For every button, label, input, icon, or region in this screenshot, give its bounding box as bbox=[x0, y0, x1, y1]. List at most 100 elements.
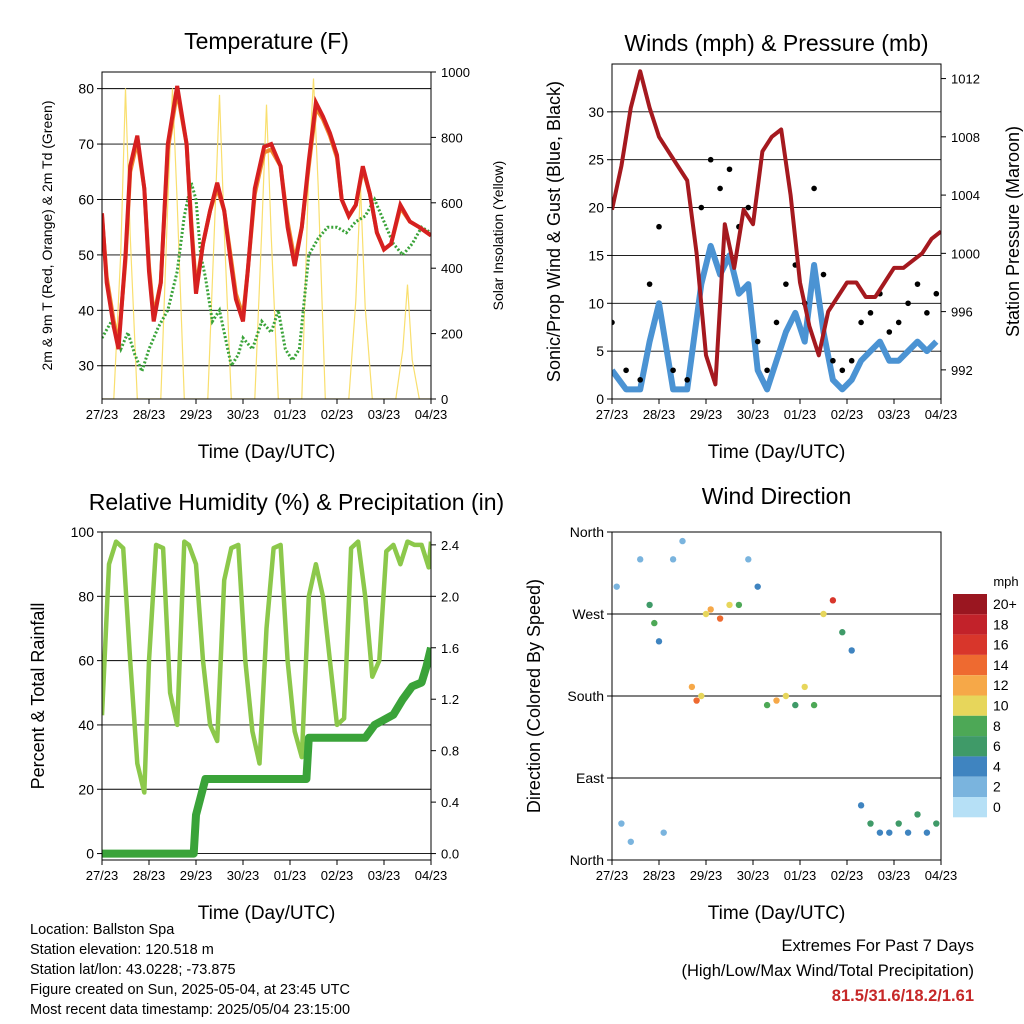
direction-point bbox=[627, 838, 634, 845]
y2-tick-label: 2.4 bbox=[441, 538, 459, 553]
y-tick-label: 80 bbox=[78, 588, 94, 604]
direction-point bbox=[660, 829, 667, 836]
colorbar-label: 20+ bbox=[993, 596, 1017, 612]
x-tick-label: 28/23 bbox=[643, 868, 676, 883]
x-tick-label: 28/23 bbox=[133, 868, 166, 883]
direction-point bbox=[773, 697, 780, 704]
direction-point bbox=[688, 683, 696, 691]
y-axis-label: Direction (Colored By Speed) bbox=[524, 579, 544, 813]
colorbar-label: 2 bbox=[993, 779, 1001, 795]
plot-area-wind bbox=[612, 69, 941, 393]
x-tick-label: 04/23 bbox=[925, 407, 958, 422]
station-info: Location: Ballston Spa Station elevation… bbox=[30, 920, 350, 1020]
y-tick-label: 30 bbox=[588, 104, 604, 120]
colorbar-label: 16 bbox=[993, 637, 1009, 653]
x-axis-label: Time (Day/UTC) bbox=[198, 903, 336, 924]
y2-tick-label: 1000 bbox=[441, 65, 470, 80]
x-tick-label: 30/23 bbox=[227, 868, 260, 883]
panel-wind: 0 5 10 15 20 25 30 992 996 1000 1004 1008 1012 27/23 2… bbox=[544, 30, 1023, 463]
direction-point bbox=[914, 811, 921, 818]
x-tick-label: 02/23 bbox=[831, 868, 864, 883]
y2-tick-label: 1008 bbox=[951, 130, 980, 145]
plot-frame bbox=[101, 71, 432, 400]
series-rh bbox=[102, 539, 431, 795]
y-tick-label: 30 bbox=[78, 358, 94, 374]
y2-tick-label: 996 bbox=[951, 305, 973, 320]
direction-point bbox=[839, 629, 846, 636]
colorbar-label: 10 bbox=[993, 698, 1009, 714]
y-tick-label: 10 bbox=[588, 295, 604, 311]
x-tick-label: 04/23 bbox=[925, 868, 958, 883]
x-tick-label: 29/23 bbox=[180, 407, 213, 422]
gust-point bbox=[612, 319, 615, 326]
direction-point bbox=[735, 601, 743, 609]
y2-tick-label: 600 bbox=[441, 196, 463, 211]
colorbar-swatch bbox=[953, 776, 987, 797]
direction-point bbox=[693, 697, 700, 704]
x-tick-label: 01/23 bbox=[784, 868, 817, 883]
x-tick-label: 03/23 bbox=[368, 868, 401, 883]
direction-point bbox=[886, 829, 893, 836]
x-axis-label: Time (Day/UTC) bbox=[708, 903, 846, 924]
gust-point bbox=[745, 204, 752, 211]
y2-tick-label: 0.8 bbox=[441, 744, 459, 759]
gust-point bbox=[783, 281, 789, 287]
series-wind bbox=[612, 242, 939, 393]
colorbar-swatch bbox=[953, 594, 987, 615]
x-tick-label: 30/23 bbox=[227, 407, 260, 422]
chart-title: Temperature (F) bbox=[184, 28, 349, 54]
x-axis-label: Time (Day/UTC) bbox=[198, 442, 336, 463]
y-axis-label: 2m & 9m T (Red, Orange) & 2m Td (Green) bbox=[39, 101, 55, 371]
direction-point bbox=[745, 556, 752, 563]
gust-point bbox=[933, 290, 940, 297]
colorbar-swatch bbox=[953, 797, 987, 818]
y-tick-label: West bbox=[572, 606, 604, 622]
direction-point bbox=[848, 647, 855, 654]
direction-point bbox=[923, 829, 931, 836]
x-tick-label: 04/23 bbox=[415, 868, 448, 883]
y-axis-label: Percent & Total Rainfall bbox=[28, 603, 48, 790]
series-solar bbox=[102, 78, 431, 399]
direction-point bbox=[702, 610, 710, 618]
gust-point bbox=[773, 319, 780, 326]
x-tick-label: 27/23 bbox=[86, 407, 119, 422]
direction-point bbox=[820, 610, 827, 618]
direction-point bbox=[801, 683, 808, 691]
colorbar-swatch bbox=[953, 654, 987, 676]
x-tick-label: 02/23 bbox=[831, 407, 864, 422]
x-tick-label: 29/23 bbox=[690, 868, 723, 883]
series-dewpoint bbox=[102, 182, 431, 376]
x-axis-label: Time (Day/UTC) bbox=[708, 442, 846, 463]
station-location: Location: Ballston Spa bbox=[30, 922, 175, 938]
y2-tick-label: 200 bbox=[441, 327, 463, 342]
gust-point bbox=[848, 357, 855, 364]
colorbar-label: 6 bbox=[993, 738, 1001, 754]
direction-point bbox=[933, 820, 940, 827]
colorbar-label: 0 bbox=[993, 799, 1001, 815]
x-tick-label: 01/23 bbox=[784, 407, 817, 422]
y-tick-label: 20 bbox=[78, 781, 94, 797]
direction-point bbox=[876, 829, 884, 836]
x-tick-label: 27/23 bbox=[596, 407, 629, 422]
direction-point bbox=[904, 829, 912, 836]
gust-point bbox=[717, 185, 723, 192]
y-tick-label: East bbox=[576, 770, 604, 786]
gust-point bbox=[646, 281, 653, 287]
gust-point bbox=[754, 338, 761, 345]
x-tick-label: 29/23 bbox=[690, 407, 723, 422]
y-tick-label: 0 bbox=[86, 846, 94, 862]
x-tick-label: 02/23 bbox=[321, 868, 354, 883]
direction-point bbox=[646, 601, 653, 609]
gust-point bbox=[905, 300, 911, 307]
direction-point bbox=[716, 615, 724, 622]
gust-point bbox=[811, 185, 817, 192]
y-tick-label: 60 bbox=[78, 653, 94, 669]
gust-point bbox=[764, 367, 770, 374]
y-tick-label: 40 bbox=[78, 302, 94, 318]
extremes-values: 81.5/31.6/18.2/1.61 bbox=[831, 987, 974, 1005]
panel-rh: 0 20 40 60 80 100 0.0 0.4 0.8 1.2 1.6 2.0 2.4 27/23 28… bbox=[28, 489, 504, 924]
y-tick-label: 60 bbox=[78, 191, 94, 207]
direction-point bbox=[782, 692, 790, 700]
y-tick-label: 40 bbox=[78, 717, 94, 733]
